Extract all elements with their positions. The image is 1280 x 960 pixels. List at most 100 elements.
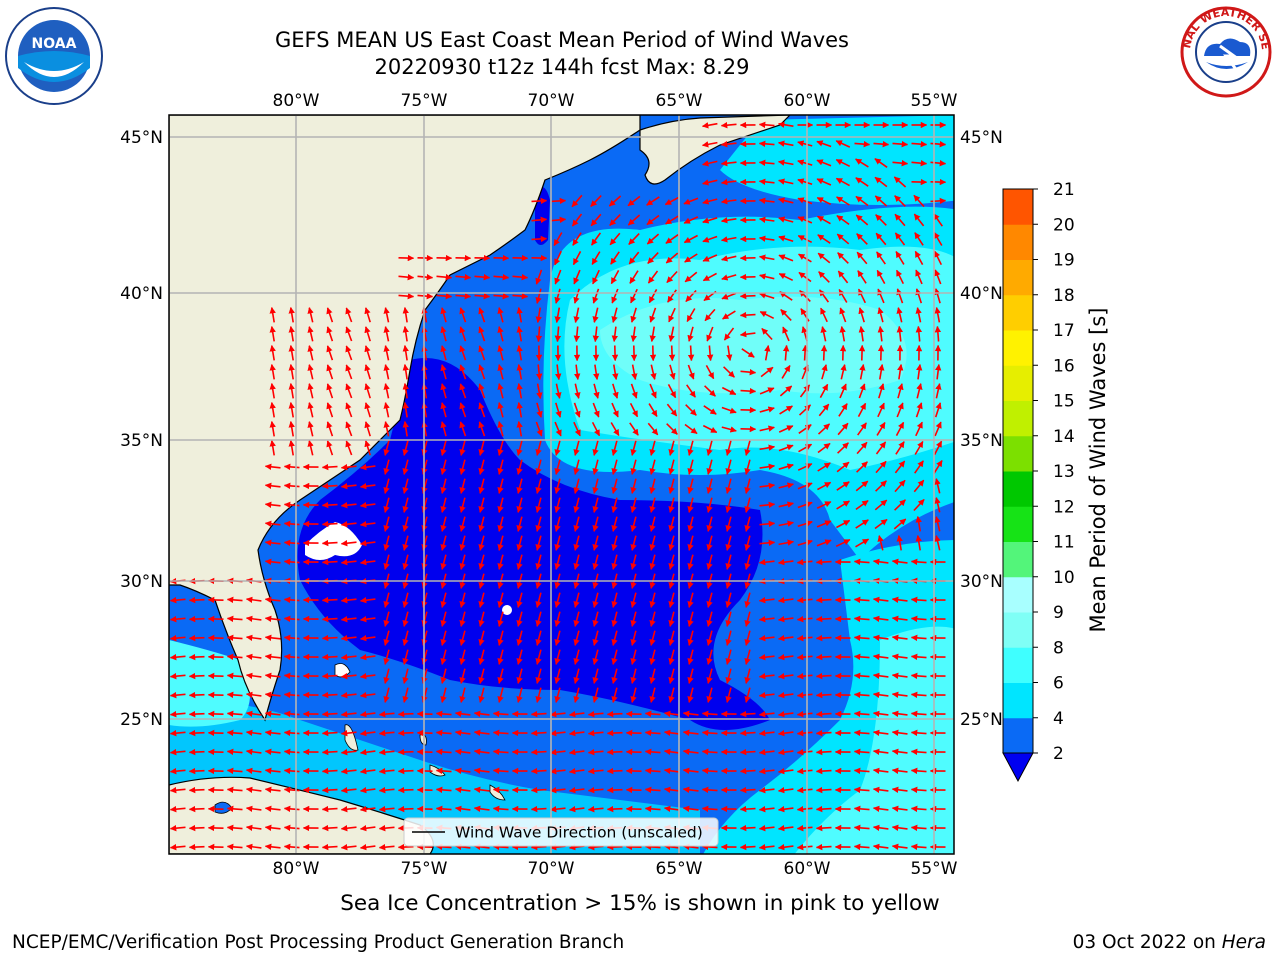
- direction-arrow: [913, 498, 925, 512]
- direction-arrow: [283, 520, 300, 528]
- direction-arrow: [383, 516, 390, 532]
- direction-arrow: [687, 497, 694, 513]
- direction-arrow: [630, 649, 637, 665]
- direction-arrow: [549, 749, 566, 756]
- direction-arrow: [816, 501, 832, 509]
- direction-arrow: [383, 383, 390, 399]
- direction-arrow: [934, 421, 942, 437]
- direction-arrow: [725, 459, 732, 475]
- direction-arrow: [321, 691, 338, 699]
- direction-arrow: [478, 649, 485, 665]
- direction-arrow: [758, 178, 775, 185]
- direction-arrow: [915, 288, 923, 304]
- direction-arrow: [531, 235, 548, 243]
- direction-arrow: [397, 805, 414, 813]
- direction-arrow: [930, 159, 947, 167]
- direction-arrow: [478, 516, 485, 532]
- direction-arrow: [721, 292, 737, 300]
- direction-arrow: [516, 687, 523, 703]
- direction-arrow: [628, 251, 640, 265]
- direction-arrow: [359, 616, 376, 623]
- direction-arrow: [554, 288, 561, 304]
- direction-arrow: [321, 748, 338, 756]
- lat-label: 45°N: [120, 128, 163, 148]
- direction-arrow: [895, 441, 905, 455]
- direction-arrow: [383, 421, 390, 437]
- direction-arrow: [915, 402, 923, 418]
- direction-arrow: [440, 402, 447, 418]
- direction-arrow: [492, 729, 509, 737]
- land-nova-scotia: [639, 115, 791, 185]
- direction-arrow: [759, 482, 776, 489]
- direction-arrow: [779, 405, 793, 415]
- direction-arrow: [516, 401, 523, 418]
- direction-arrow: [383, 459, 390, 475]
- direction-arrow: [721, 426, 737, 433]
- direction-arrow: [739, 331, 756, 338]
- direction-arrow: [364, 307, 371, 323]
- direction-arrow: [611, 687, 618, 703]
- direction-arrow: [549, 768, 566, 775]
- direction-arrow: [896, 325, 903, 342]
- direction-arrow: [646, 233, 660, 245]
- direction-arrow: [535, 307, 542, 324]
- noaa-logo-text: NOAA: [32, 36, 77, 52]
- direction-arrow: [497, 611, 504, 627]
- direction-arrow: [702, 424, 718, 434]
- direction-arrow: [245, 596, 262, 603]
- direction-arrow: [264, 767, 281, 774]
- direction-arrow: [630, 307, 637, 323]
- direction-arrow: [893, 518, 907, 530]
- direction-arrow: [535, 516, 542, 532]
- direction-arrow: [591, 421, 601, 437]
- direction-arrow: [590, 213, 602, 227]
- direction-arrow: [759, 273, 775, 280]
- direction-arrow: [706, 554, 713, 570]
- lat-label: 45°N: [960, 128, 1003, 148]
- direction-arrow: [497, 592, 504, 608]
- direction-arrow: [744, 459, 751, 475]
- direction-arrow: [816, 520, 832, 528]
- direction-arrow: [435, 767, 452, 775]
- colorbar-tick-label: 11: [1053, 533, 1075, 553]
- direction-arrow: [359, 654, 376, 661]
- direction-arrow: [459, 535, 466, 551]
- direction-arrow: [516, 440, 523, 456]
- direction-arrow: [798, 424, 812, 434]
- direction-arrow: [326, 326, 334, 342]
- direction-arrow: [797, 463, 813, 471]
- direction-arrow: [778, 254, 794, 262]
- direction-arrow: [264, 501, 281, 508]
- direction-arrow: [739, 805, 756, 813]
- direction-arrow: [777, 121, 794, 128]
- direction-arrow: [440, 554, 447, 570]
- direction-arrow: [910, 767, 927, 775]
- direction-arrow: [536, 383, 543, 400]
- arrow-legend: Wind Wave Direction (unscaled): [403, 817, 719, 847]
- lon-label: 75°W: [401, 859, 448, 879]
- lat-label: 35°N: [120, 431, 163, 451]
- direction-arrow: [706, 535, 713, 551]
- direction-arrow: [440, 611, 447, 627]
- direction-arrow: [397, 710, 414, 718]
- direction-arrow: [820, 344, 828, 361]
- colorbar-tick-label: 18: [1053, 286, 1075, 306]
- direction-arrow: [706, 478, 713, 494]
- direction-arrow: [321, 558, 338, 566]
- direction-arrow: [516, 306, 523, 323]
- direction-arrow: [340, 483, 357, 490]
- direction-arrow: [630, 668, 637, 684]
- direction-arrow: [497, 440, 504, 456]
- direction-arrow: [877, 402, 885, 418]
- direction-arrow: [459, 497, 466, 513]
- island-andros: [344, 724, 359, 751]
- direction-arrow: [725, 440, 732, 456]
- direction-arrow: [283, 558, 300, 566]
- direction-arrow: [440, 326, 447, 342]
- direction-arrow: [706, 649, 713, 665]
- lat-label: 40°N: [120, 284, 163, 304]
- direction-arrow: [930, 140, 947, 148]
- direction-arrow: [782, 326, 790, 342]
- lon-label: 55°W: [911, 91, 958, 111]
- direction-arrow: [744, 554, 751, 570]
